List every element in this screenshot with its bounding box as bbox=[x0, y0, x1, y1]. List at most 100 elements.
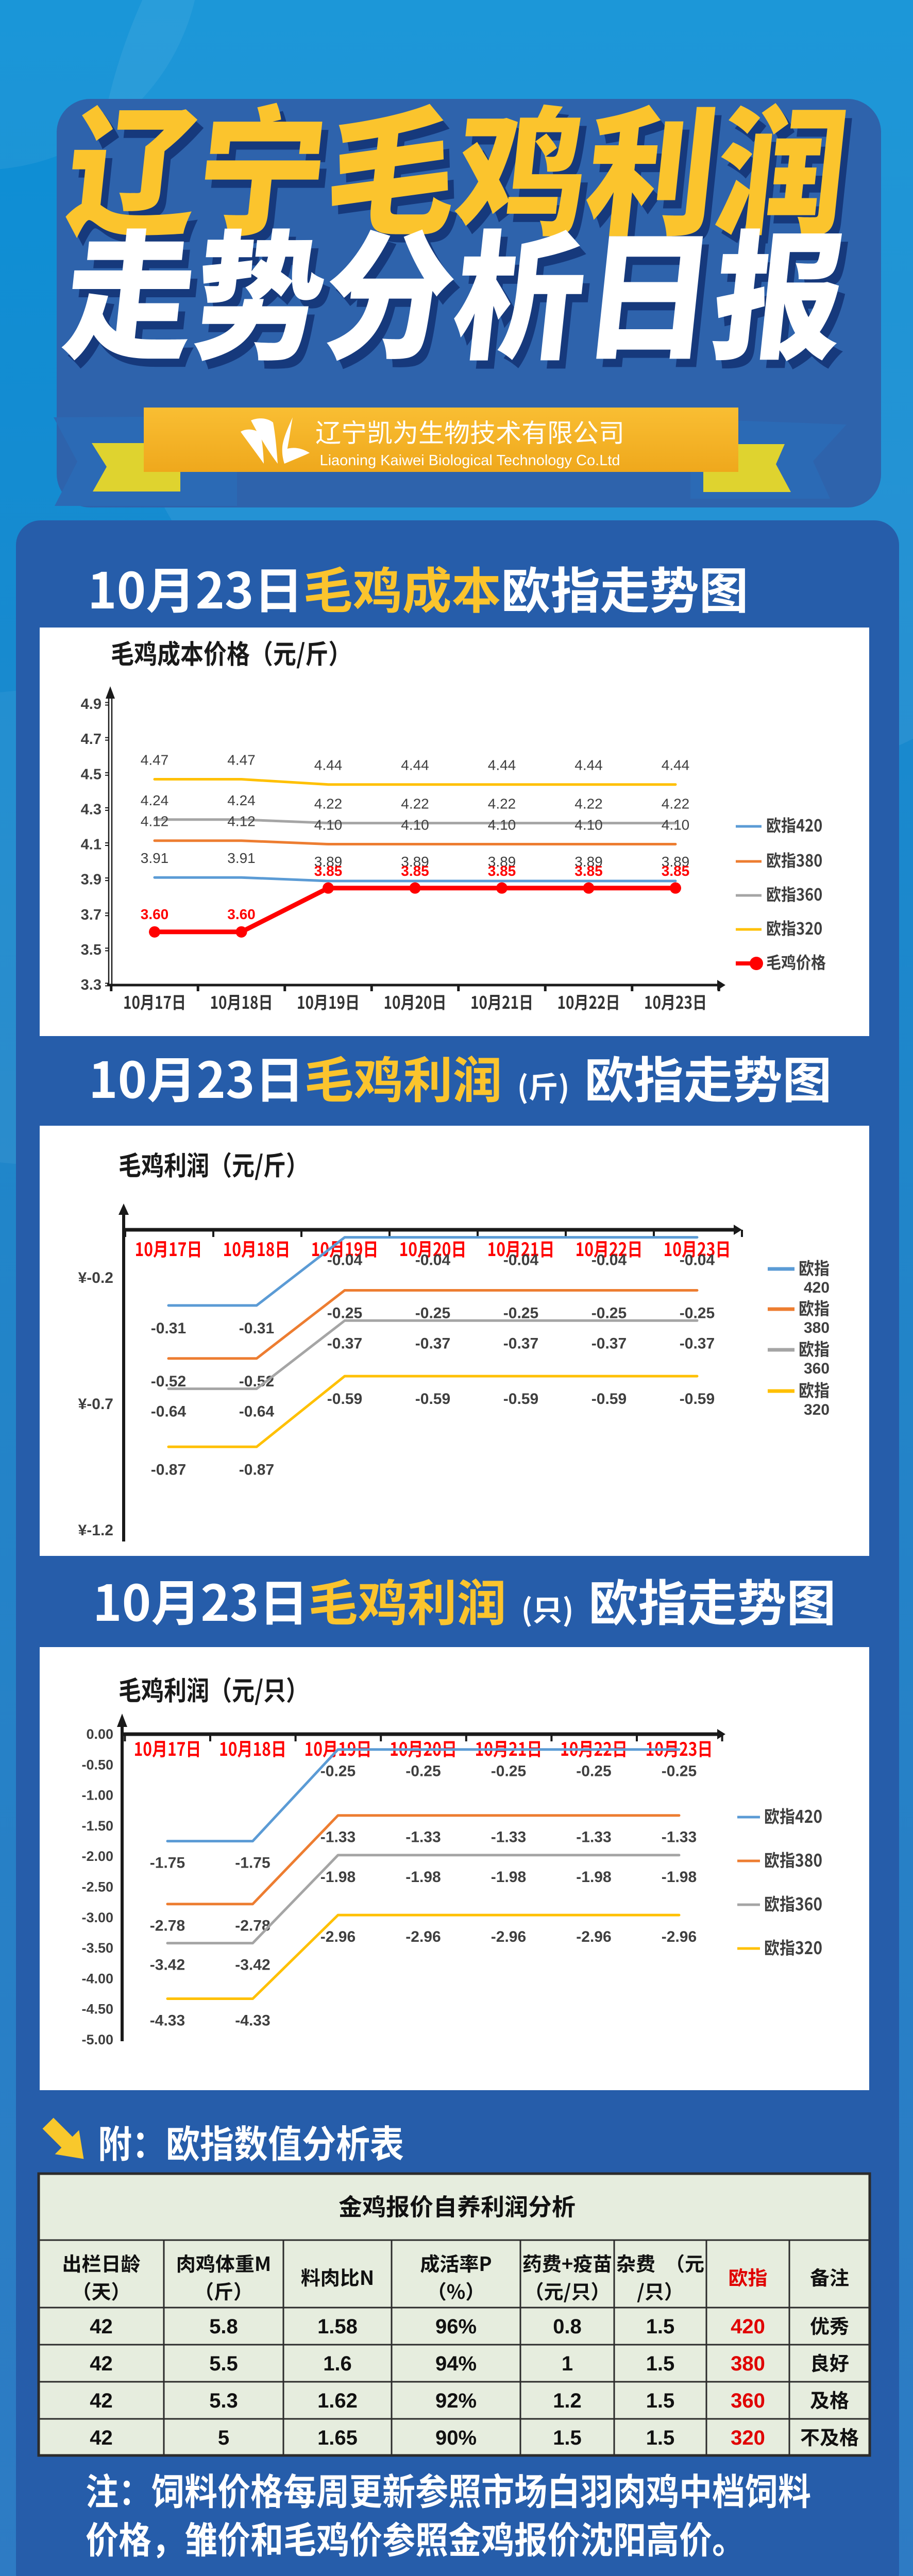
svg-text:-4.33: -4.33 bbox=[150, 2012, 185, 2029]
svg-text:380: 380 bbox=[731, 2352, 765, 2375]
svg-text:-2.96: -2.96 bbox=[320, 1928, 356, 1945]
svg-text:-4.00: -4.00 bbox=[81, 1971, 113, 1986]
svg-text:-3.42: -3.42 bbox=[150, 1957, 185, 1974]
svg-text:-0.37: -0.37 bbox=[503, 1335, 538, 1352]
svg-text:420: 420 bbox=[731, 2315, 765, 2338]
svg-text:-0.37: -0.37 bbox=[680, 1335, 715, 1352]
svg-text:5: 5 bbox=[218, 2427, 229, 2449]
svg-text:1.5: 1.5 bbox=[553, 2427, 582, 2449]
svg-text:3.85: 3.85 bbox=[488, 863, 516, 879]
svg-text:-0.04: -0.04 bbox=[680, 1252, 715, 1269]
svg-text:-0.59: -0.59 bbox=[680, 1391, 715, 1408]
svg-text:-2.96: -2.96 bbox=[405, 1928, 441, 1945]
svg-text:4.1: 4.1 bbox=[81, 837, 102, 853]
svg-text:-3.42: -3.42 bbox=[235, 1957, 270, 1974]
svg-text:3.91: 3.91 bbox=[227, 850, 256, 866]
svg-text:-0.25: -0.25 bbox=[503, 1305, 538, 1322]
svg-text:4.9: 4.9 bbox=[81, 696, 102, 713]
svg-text:-0.37: -0.37 bbox=[327, 1335, 362, 1352]
svg-text:3.85: 3.85 bbox=[662, 863, 690, 879]
svg-text:5.3: 5.3 bbox=[209, 2389, 238, 2412]
svg-text:4.47: 4.47 bbox=[227, 752, 256, 768]
svg-text:4.10: 4.10 bbox=[662, 817, 690, 833]
svg-text:-1.00: -1.00 bbox=[81, 1788, 113, 1803]
svg-text:3.89: 3.89 bbox=[401, 854, 429, 870]
svg-text:5.8: 5.8 bbox=[209, 2315, 238, 2338]
svg-text:1.5: 1.5 bbox=[646, 2389, 675, 2412]
svg-text:-1.33: -1.33 bbox=[576, 1829, 611, 1846]
svg-text:3.89: 3.89 bbox=[574, 854, 603, 870]
svg-text:94%: 94% bbox=[435, 2352, 477, 2375]
svg-text:-1.33: -1.33 bbox=[405, 1829, 441, 1846]
svg-text:-2.96: -2.96 bbox=[662, 1928, 697, 1945]
svg-text:-0.59: -0.59 bbox=[415, 1391, 450, 1408]
svg-text:-0.25: -0.25 bbox=[680, 1305, 715, 1322]
svg-text:-2.78: -2.78 bbox=[150, 1918, 185, 1935]
svg-text:-5.00: -5.00 bbox=[81, 2032, 113, 2047]
svg-text:-0.59: -0.59 bbox=[503, 1391, 538, 1408]
svg-text:¥-0.2: ¥-0.2 bbox=[78, 1269, 113, 1286]
svg-text:-3.50: -3.50 bbox=[81, 1940, 113, 1956]
svg-text:1: 1 bbox=[562, 2352, 573, 2375]
svg-text:4.44: 4.44 bbox=[662, 757, 690, 773]
svg-text:-0.25: -0.25 bbox=[415, 1305, 450, 1322]
svg-text:-1.75: -1.75 bbox=[235, 1855, 270, 1872]
svg-text:-2.96: -2.96 bbox=[576, 1928, 611, 1945]
svg-text:0.8: 0.8 bbox=[553, 2315, 582, 2338]
svg-text:3.85: 3.85 bbox=[574, 863, 603, 879]
svg-text:3.85: 3.85 bbox=[314, 863, 343, 879]
svg-text:4.47: 4.47 bbox=[141, 752, 169, 768]
svg-text:-0.37: -0.37 bbox=[415, 1335, 450, 1352]
svg-text:4.22: 4.22 bbox=[662, 796, 690, 812]
svg-text:4.24: 4.24 bbox=[141, 792, 169, 808]
svg-text:3.7: 3.7 bbox=[81, 907, 102, 923]
svg-text:-0.04: -0.04 bbox=[503, 1252, 539, 1269]
svg-text:-0.31: -0.31 bbox=[239, 1320, 274, 1337]
svg-text:-0.37: -0.37 bbox=[591, 1335, 627, 1352]
svg-text:-0.04: -0.04 bbox=[415, 1252, 451, 1269]
svg-text:-1.98: -1.98 bbox=[320, 1869, 356, 1886]
svg-text:42: 42 bbox=[90, 2315, 113, 2338]
svg-text:-0.25: -0.25 bbox=[405, 1763, 441, 1780]
svg-text:3.89: 3.89 bbox=[314, 854, 343, 870]
svg-text:-0.31: -0.31 bbox=[151, 1320, 186, 1337]
svg-text:4.5: 4.5 bbox=[81, 766, 102, 783]
svg-text:96%: 96% bbox=[435, 2315, 477, 2338]
svg-text:0.00: 0.00 bbox=[86, 1726, 113, 1742]
svg-text:-0.87: -0.87 bbox=[151, 1461, 186, 1478]
svg-text:-0.52: -0.52 bbox=[151, 1373, 186, 1390]
svg-text:-2.00: -2.00 bbox=[81, 1849, 113, 1864]
svg-text:4.12: 4.12 bbox=[227, 814, 256, 829]
svg-text:1.6: 1.6 bbox=[323, 2352, 352, 2375]
svg-text:3.89: 3.89 bbox=[662, 854, 690, 870]
svg-text:1.58: 1.58 bbox=[317, 2315, 358, 2338]
svg-text:360: 360 bbox=[804, 1360, 830, 1377]
svg-text:3.85: 3.85 bbox=[401, 863, 429, 879]
svg-text:-1.98: -1.98 bbox=[491, 1869, 526, 1886]
svg-text:4.22: 4.22 bbox=[488, 796, 516, 812]
svg-text:4.7: 4.7 bbox=[81, 731, 102, 748]
svg-text:-4.50: -4.50 bbox=[81, 2002, 113, 2017]
svg-text:3.89: 3.89 bbox=[488, 854, 516, 870]
svg-text:1.2: 1.2 bbox=[553, 2389, 582, 2412]
svg-text:42: 42 bbox=[90, 2389, 113, 2412]
svg-text:-0.64: -0.64 bbox=[239, 1403, 275, 1420]
svg-text:380: 380 bbox=[804, 1319, 830, 1336]
svg-text:4.10: 4.10 bbox=[574, 817, 603, 833]
svg-text:4.44: 4.44 bbox=[574, 757, 603, 773]
svg-text:1.62: 1.62 bbox=[317, 2389, 358, 2412]
svg-text:-1.33: -1.33 bbox=[320, 1829, 356, 1846]
svg-text:1.65: 1.65 bbox=[317, 2427, 358, 2449]
svg-text:92%: 92% bbox=[435, 2389, 477, 2412]
svg-text:3.60: 3.60 bbox=[141, 906, 169, 922]
svg-text:4.3: 4.3 bbox=[81, 801, 102, 818]
svg-text:420: 420 bbox=[804, 1279, 830, 1296]
svg-text:-3.00: -3.00 bbox=[81, 1910, 113, 1925]
svg-text:-0.25: -0.25 bbox=[662, 1763, 697, 1780]
svg-text:-0.52: -0.52 bbox=[239, 1373, 274, 1390]
svg-text:-1.50: -1.50 bbox=[81, 1818, 113, 1834]
svg-text:3.3: 3.3 bbox=[81, 977, 102, 993]
svg-text:Liaoning Kaiwei Biological Tec: Liaoning Kaiwei Biological Technology Co… bbox=[319, 452, 620, 469]
svg-text:-0.04: -0.04 bbox=[591, 1252, 627, 1269]
svg-text:4.22: 4.22 bbox=[574, 796, 603, 812]
